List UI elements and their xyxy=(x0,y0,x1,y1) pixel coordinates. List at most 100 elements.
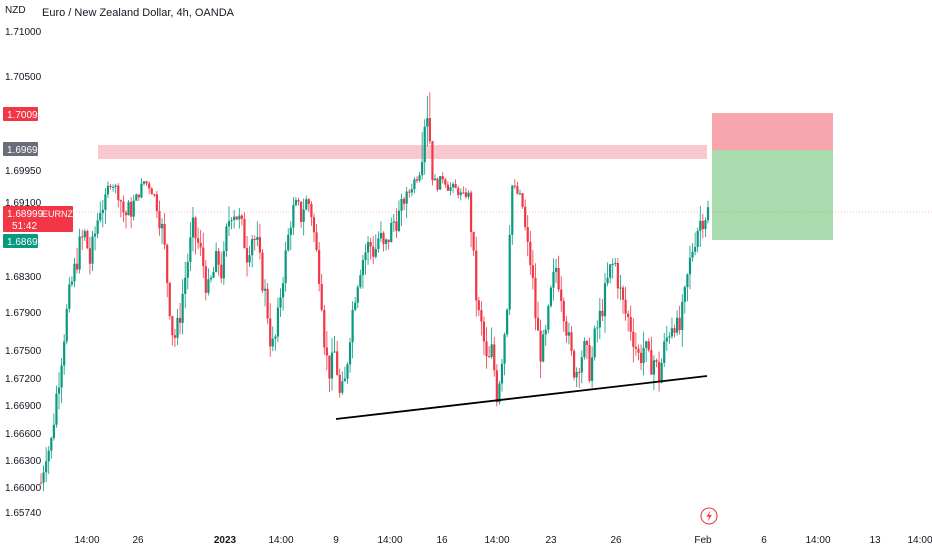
candle-body xyxy=(45,461,48,473)
candle-body xyxy=(508,234,511,310)
candle-body xyxy=(330,352,334,379)
time-tick-label: 14:00 xyxy=(268,535,293,546)
candle-body xyxy=(387,239,390,243)
candle-body xyxy=(645,341,648,348)
candle-body xyxy=(333,351,336,353)
candle-body xyxy=(673,328,676,333)
take-profit-zone[interactable] xyxy=(712,150,833,240)
candle-body xyxy=(202,247,205,267)
candle-body xyxy=(204,266,207,293)
candle-body xyxy=(351,309,354,343)
candle-body xyxy=(549,287,553,306)
candle-body xyxy=(266,288,269,319)
price-tick-label: 1.69950 xyxy=(5,166,42,177)
candle-body xyxy=(310,203,313,218)
candle-body xyxy=(245,248,249,263)
candle-body xyxy=(253,238,256,240)
candle-body xyxy=(449,187,452,191)
price-tick-label: 1.66600 xyxy=(5,429,42,440)
candle-body xyxy=(158,211,161,229)
candle-body xyxy=(130,201,133,217)
candle-body xyxy=(647,341,650,351)
candle-body xyxy=(374,249,377,257)
candle-body xyxy=(238,215,241,220)
candle-body xyxy=(318,250,321,284)
candle-body xyxy=(60,365,63,388)
candle-body xyxy=(101,209,104,214)
candle-body xyxy=(459,192,462,196)
candle-body xyxy=(624,299,627,314)
candle-body xyxy=(511,185,514,235)
candle-body xyxy=(99,213,102,221)
candle-body xyxy=(403,198,406,204)
candle-body xyxy=(178,317,182,323)
candle-body xyxy=(124,212,128,216)
candle-body xyxy=(457,188,460,196)
price-axis[interactable]: 1.71000 1.70500 1.69950 1.69100 1.68300 1.679… xyxy=(5,27,42,519)
time-axis[interactable]: 14:00 26 2023 14:00 9 14:00 16 14:00 23 26 Feb 6 14:… xyxy=(74,535,932,546)
candle-body xyxy=(632,331,635,347)
candle-body xyxy=(498,383,501,403)
candle-body xyxy=(410,189,413,193)
candle-body xyxy=(361,260,365,276)
candle-body xyxy=(655,360,658,362)
candle-body xyxy=(614,263,617,265)
candle-body xyxy=(127,201,130,216)
candle-body xyxy=(181,293,184,323)
candle-body xyxy=(346,364,349,379)
candle-body xyxy=(477,300,480,311)
time-tick-label: 16 xyxy=(436,535,448,546)
time-tick-label: 14:00 xyxy=(907,535,932,546)
support-trendline[interactable] xyxy=(335,375,708,420)
time-tick-label: 14:00 xyxy=(484,535,509,546)
candle-body xyxy=(506,309,509,335)
candle-body xyxy=(233,216,236,221)
stop-loss-zone[interactable] xyxy=(712,113,833,150)
svg-text:1.69690: 1.69690 xyxy=(7,145,44,156)
candle-body xyxy=(325,347,328,356)
candle-body xyxy=(235,216,238,220)
price-tick-label: 1.69100 xyxy=(5,198,42,209)
candle-body xyxy=(132,200,135,217)
candle-body xyxy=(312,217,316,233)
candle-body xyxy=(207,279,210,293)
candle-body xyxy=(372,246,375,257)
candle-body xyxy=(490,344,493,357)
time-tick-label: 14:00 xyxy=(805,535,830,546)
price-tick-label: 1.70500 xyxy=(5,72,42,83)
candle-body xyxy=(279,297,282,308)
candle-body xyxy=(683,287,686,302)
candle-body xyxy=(601,310,604,317)
candle-body xyxy=(565,321,568,336)
candle-body xyxy=(567,332,571,336)
candle-body xyxy=(436,178,439,190)
price-tick-label: 1.71000 xyxy=(5,27,42,38)
candle-body xyxy=(248,255,251,263)
candle-body xyxy=(400,198,403,211)
candle-body xyxy=(405,191,408,204)
candle-body xyxy=(96,220,99,234)
time-tick-label: 6 xyxy=(761,535,767,546)
candle-body xyxy=(696,230,699,248)
candle-body xyxy=(557,267,560,290)
candle-body xyxy=(418,175,421,181)
candle-body xyxy=(539,330,542,362)
svg-text:1.68690: 1.68690 xyxy=(7,237,44,248)
candle-body xyxy=(439,176,442,190)
candle-body xyxy=(377,238,380,250)
candle-body xyxy=(390,222,393,243)
price-tick-label: 1.66300 xyxy=(5,456,42,467)
candle-body xyxy=(513,185,516,187)
candle-body xyxy=(701,220,704,230)
candle-body xyxy=(392,221,395,223)
candle-body xyxy=(580,357,583,373)
candle-body xyxy=(446,184,449,191)
candles xyxy=(39,92,710,492)
time-tick-label: Feb xyxy=(694,535,712,546)
lightning-icon[interactable] xyxy=(700,507,718,525)
candle-body xyxy=(518,193,522,195)
candle-body xyxy=(657,361,661,383)
currency-label: NZD xyxy=(5,5,26,16)
